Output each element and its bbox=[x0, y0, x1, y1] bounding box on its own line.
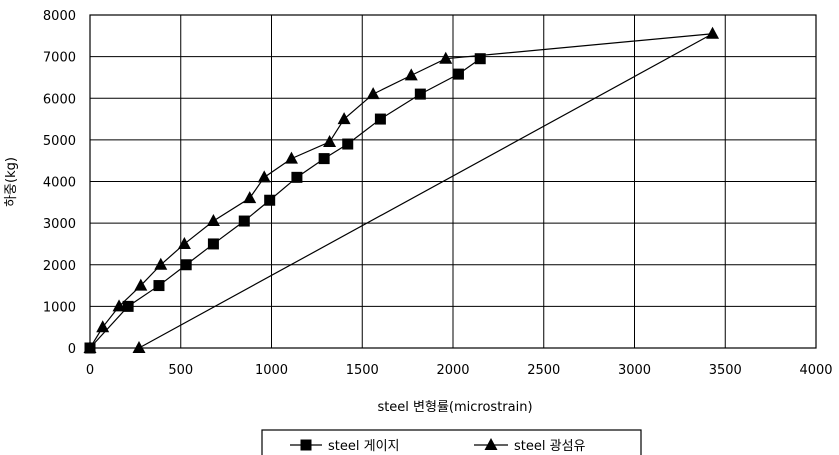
tick-labels: 0 500 1000 1500 2000 2500 3000 3500 4000 0 1000 200… bbox=[43, 9, 833, 378]
y-tick-label: 6000 bbox=[43, 92, 76, 107]
square-marker bbox=[414, 88, 426, 100]
x-axis-title: steel 변형률(microstrain) bbox=[377, 400, 532, 415]
triangle-marker bbox=[134, 278, 148, 291]
triangle-marker bbox=[366, 87, 380, 100]
triangle-marker bbox=[112, 299, 126, 312]
y-tick-label: 0 bbox=[68, 342, 76, 357]
x-tick-label: 500 bbox=[168, 363, 193, 378]
y-tick-label: 2000 bbox=[43, 259, 76, 274]
x-tick-label: 2500 bbox=[527, 363, 560, 378]
y-tick-label: 4000 bbox=[43, 176, 76, 191]
y-axis-title: 하중(kg) bbox=[4, 157, 19, 207]
y-tick-label: 1000 bbox=[43, 300, 76, 315]
triangle-marker bbox=[706, 26, 720, 39]
triangle-marker bbox=[323, 134, 337, 147]
square-marker bbox=[291, 171, 303, 183]
triangle-marker bbox=[404, 68, 418, 81]
square-marker bbox=[342, 138, 354, 150]
y-tick-label: 5000 bbox=[43, 134, 76, 149]
square-marker bbox=[300, 439, 312, 451]
x-tick-label: 1000 bbox=[255, 363, 288, 378]
series-line bbox=[89, 33, 713, 349]
y-tick-label: 3000 bbox=[43, 217, 76, 232]
square-marker bbox=[238, 215, 250, 227]
square-marker bbox=[153, 280, 165, 292]
x-tick-label: 3500 bbox=[709, 363, 742, 378]
triangle-marker bbox=[206, 214, 220, 227]
triangle-marker bbox=[154, 257, 168, 270]
legend-label: steel 게이지 bbox=[328, 439, 400, 454]
triangle-marker bbox=[96, 320, 110, 333]
triangle-marker bbox=[132, 341, 146, 353]
plot-area bbox=[89, 14, 817, 349]
legend-label: steel 광섬유 bbox=[514, 439, 586, 454]
triangle-marker bbox=[439, 51, 453, 64]
series-fiber bbox=[83, 26, 720, 353]
x-tick-label: 0 bbox=[86, 363, 94, 378]
grid bbox=[89, 14, 817, 349]
triangle-marker bbox=[337, 112, 351, 125]
legend: steel 게이지 steel 광섬유 bbox=[261, 429, 642, 455]
square-marker bbox=[452, 68, 464, 80]
triangle-marker bbox=[177, 236, 191, 249]
triangle-marker bbox=[83, 341, 97, 353]
triangle-marker bbox=[284, 151, 298, 164]
x-tick-label: 4000 bbox=[799, 363, 832, 378]
x-tick-label: 2000 bbox=[436, 363, 469, 378]
square-marker bbox=[264, 194, 276, 206]
x-tick-label: 3000 bbox=[618, 363, 651, 378]
series-layer bbox=[83, 26, 720, 354]
series-line bbox=[89, 58, 481, 349]
square-marker bbox=[374, 113, 386, 125]
x-tick-label: 1500 bbox=[346, 363, 379, 378]
series-gauge bbox=[84, 53, 486, 354]
square-marker bbox=[207, 238, 219, 250]
square-marker bbox=[122, 300, 134, 312]
triangle-marker bbox=[243, 191, 257, 204]
square-marker bbox=[180, 259, 192, 271]
y-tick-label: 7000 bbox=[43, 51, 76, 66]
square-marker bbox=[474, 53, 486, 65]
legend-box bbox=[261, 429, 642, 455]
triangle-marker bbox=[484, 438, 498, 450]
square-marker bbox=[318, 153, 330, 165]
triangle-marker bbox=[257, 170, 271, 183]
y-tick-label: 8000 bbox=[43, 9, 76, 24]
